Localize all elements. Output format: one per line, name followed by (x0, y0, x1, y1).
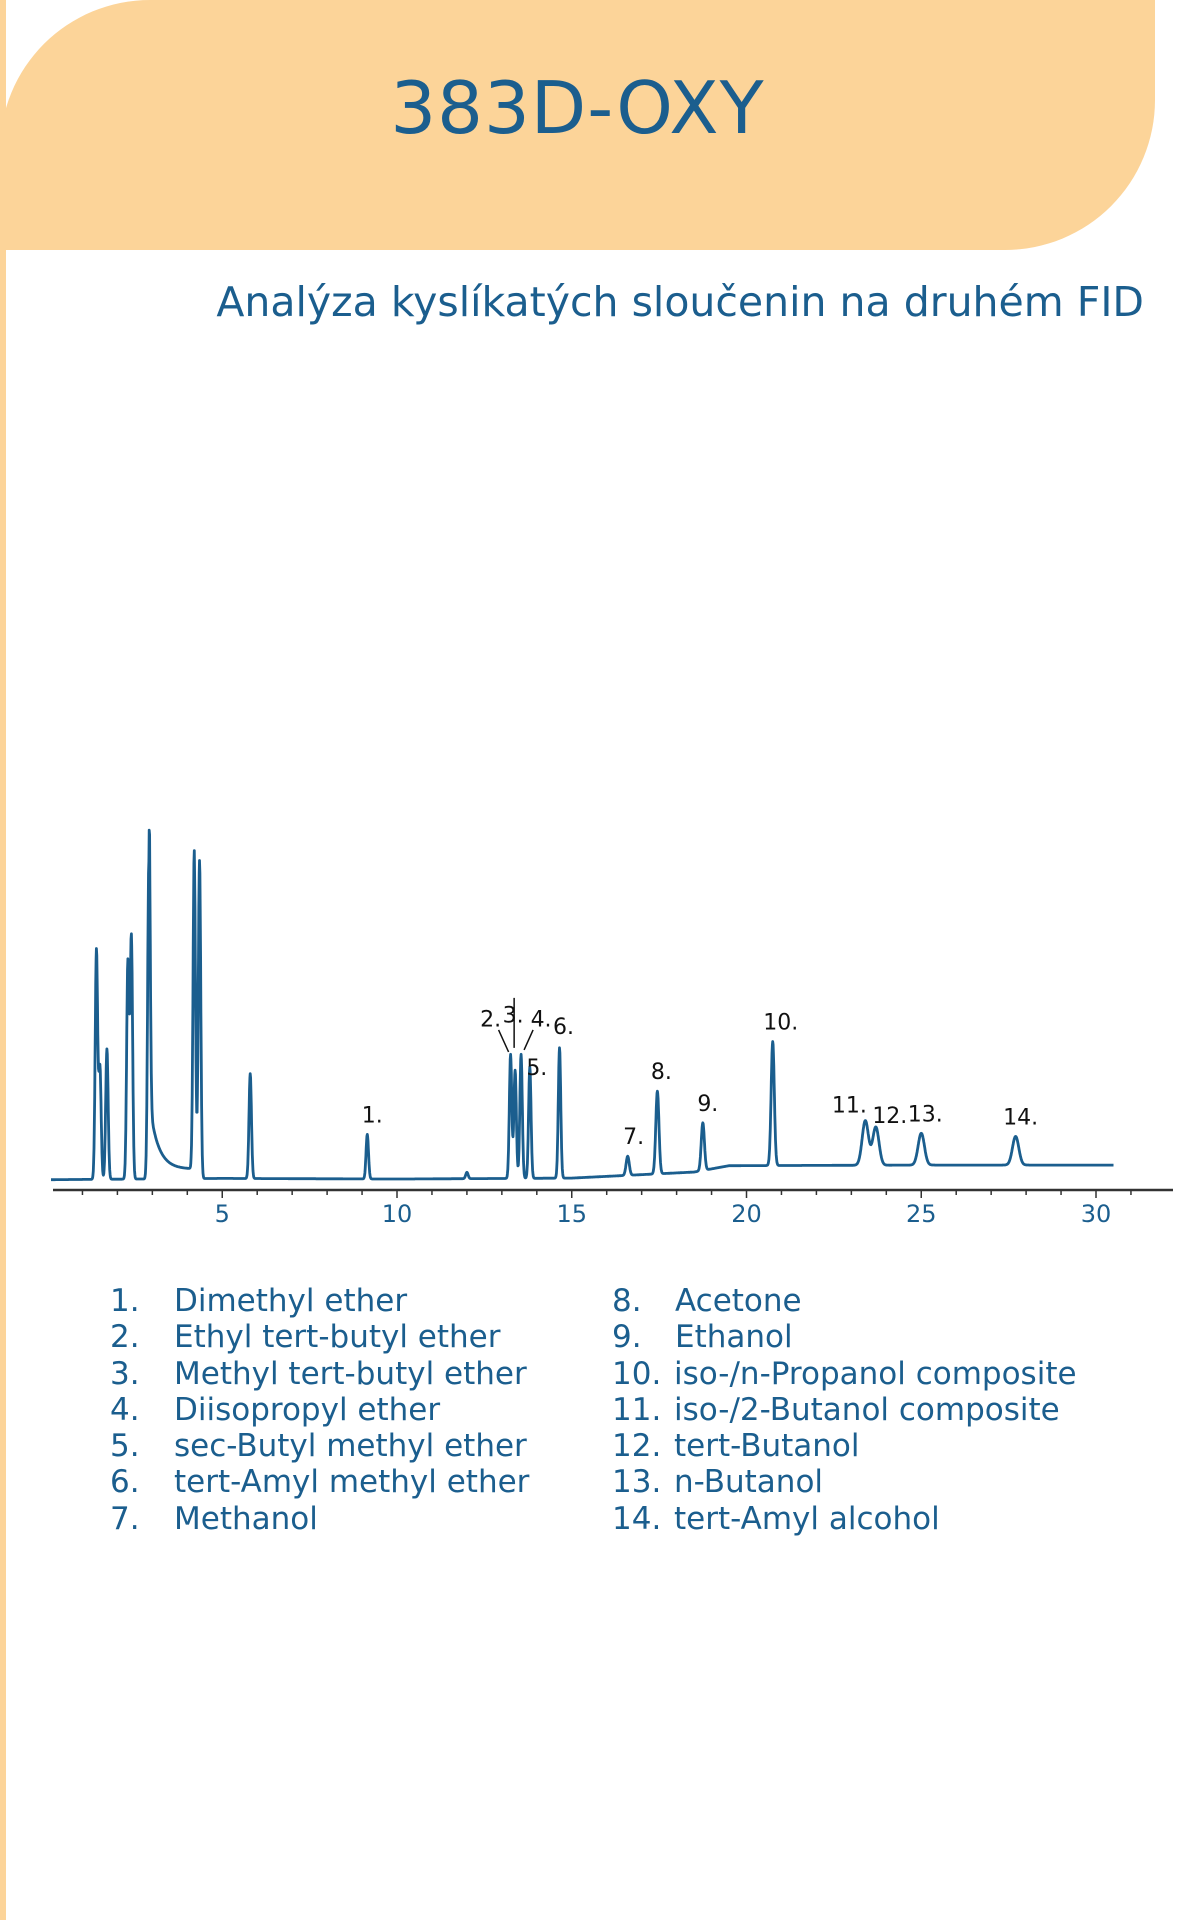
label-leader-line (523, 1029, 534, 1051)
x-tick-label: 15 (556, 1200, 587, 1228)
peak-label: 3. (503, 1003, 524, 1028)
legend-item: 10. iso-/n-Propanol composite (612, 1356, 1077, 1392)
peak-labels: 1. 2. 3. 4. 5.6. 7. 8. 9. 10. 11. 12. 13. 14. (362, 997, 1038, 1150)
peak-label: 13. (908, 1102, 943, 1127)
legend-compound: Methanol (174, 1500, 318, 1537)
legend-number: 14. (612, 1500, 662, 1537)
legend-number: 6. (110, 1464, 140, 1501)
legend-number: 4. (110, 1391, 140, 1428)
legend-compound: Diisopropyl ether (174, 1391, 441, 1428)
x-tick-label: 5 (215, 1200, 230, 1228)
x-tick-label: 20 (731, 1200, 762, 1228)
legend-compound: n-Butanol (674, 1464, 824, 1501)
legend-item: 6. tert-Amyl methyl ether (110, 1464, 529, 1500)
legend-right-column: 8. Acetone 9. Ethanol 10. iso-/n-Propanol c… (612, 1283, 1077, 1537)
legend-number: 9. (612, 1319, 642, 1356)
peak-label: 14. (1003, 1105, 1038, 1130)
legend-number: 5. (110, 1428, 140, 1465)
legend-item: 14. tert-Amyl alcohol (612, 1501, 1077, 1537)
peak-label: 8. (651, 1060, 672, 1085)
legend-compound: tert-Butanol (674, 1428, 860, 1465)
chromatogram-chart: 5 10 15 20 25 30 1.2. 3. 4.5.6.7.8.9.10.11. 12. 1… (49, 828, 1173, 1228)
legend-number: 12. (612, 1428, 662, 1465)
legend-number: 10. (612, 1355, 662, 1392)
legend-number: 1. (110, 1283, 140, 1319)
legend-item: 8. Acetone (612, 1283, 1077, 1319)
peak-label: 1. (362, 1103, 383, 1128)
legend-number: 8. (612, 1283, 642, 1319)
header-banner: 383D-OXY (0, 0, 1155, 250)
x-tick-label: 30 (1081, 1200, 1112, 1228)
page-title: 383D-OXY (390, 66, 765, 150)
peak-label: 12. (872, 1104, 907, 1129)
legend-compound: iso-/n-Propanol composite (674, 1355, 1077, 1392)
legend-item: 4. Diisopropyl ether (110, 1392, 529, 1428)
label-leader-line (497, 1029, 510, 1053)
legend-item: 3. Methyl tert-butyl ether (110, 1356, 529, 1392)
x-tick-label: 10 (382, 1200, 413, 1228)
legend-compound: Methyl tert-butyl ether (174, 1355, 527, 1392)
legend-number: 2. (110, 1319, 140, 1356)
peak-label: 7. (623, 1125, 644, 1150)
x-axis: 5 10 15 20 25 30 (53, 1188, 1173, 1228)
legend-left-column: 1. Dimethyl ether 2. Ethyl tert-butyl ethe… (110, 1283, 529, 1537)
legend-number: 3. (110, 1355, 140, 1392)
legend-compound: Acetone (675, 1283, 802, 1319)
legend-item: 2. Ethyl tert-butyl ether (110, 1319, 529, 1355)
legend-compound: sec-Butyl methyl ether (174, 1428, 527, 1465)
peak-label: 5. (526, 1056, 547, 1081)
legend-item: 9. Ethanol (612, 1319, 1077, 1355)
chromatogram-trace (49, 828, 1115, 1182)
legend-compound: Ethanol (675, 1319, 793, 1356)
left-accent-stripe (0, 0, 6, 1920)
legend-compound: tert-Amyl methyl ether (174, 1464, 530, 1501)
peak-label: 4. (531, 1007, 552, 1032)
legend-compound: tert-Amyl alcohol (674, 1500, 940, 1537)
x-tick-label: 25 (906, 1200, 937, 1228)
peak-label: 2. (480, 1007, 501, 1032)
legend-number: 7. (110, 1500, 140, 1537)
legend-item: 12. tert-Butanol (612, 1428, 1077, 1464)
legend-item: 11. iso-/2-Butanol composite (612, 1392, 1077, 1428)
legend-item: 5. sec-Butyl methyl ether (110, 1428, 529, 1464)
peak-label: 10. (763, 1011, 798, 1036)
legend-number: 13. (612, 1464, 662, 1501)
peak-label: 9. (697, 1092, 718, 1117)
chart-subtitle: Analýza kyslíkatých sloučenin na druhém … (216, 278, 1144, 326)
legend-compound: Ethyl tert-butyl ether (174, 1319, 501, 1356)
legend-item: 1. Dimethyl ether (110, 1283, 529, 1319)
peak-label: 6. (553, 1015, 574, 1040)
legend-item: 13. n-Butanol (612, 1464, 1077, 1500)
legend-compound: iso-/2-Butanol composite (674, 1391, 1060, 1428)
legend-item: 7. Methanol (110, 1501, 529, 1537)
legend-number: 11. (612, 1391, 662, 1428)
legend-compound: Dimethyl ether (174, 1283, 408, 1319)
peak-label: 11. (832, 1094, 867, 1119)
